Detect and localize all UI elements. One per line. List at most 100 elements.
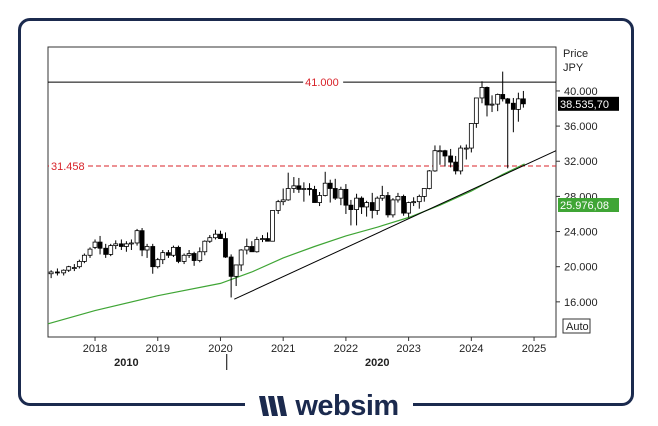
current-price-tag: 38.535,70 [560, 99, 609, 111]
x-tick-label: 2019 [146, 343, 170, 355]
moving-average-tag: 25.976,08 [560, 200, 609, 212]
candle-body [317, 195, 322, 203]
support-trendline [234, 150, 557, 300]
y-tick-label: 16.000 [564, 297, 598, 309]
candle-body [343, 188, 349, 206]
candle-body [260, 238, 265, 240]
candle-body [285, 188, 291, 201]
candle-body [468, 123, 474, 149]
auto-scale-button[interactable] [562, 318, 591, 334]
candle-body [374, 197, 380, 211]
candle-body [301, 188, 307, 190]
moving-average-line [47, 163, 525, 325]
candle-body [291, 185, 297, 189]
candle-body [129, 242, 134, 245]
candle-body [484, 87, 490, 106]
candle-body [76, 261, 82, 268]
brand-name: websim [295, 389, 399, 422]
candle-body [416, 195, 422, 203]
candle-body [139, 230, 145, 251]
candle-body [338, 188, 344, 199]
x-tick-label: 2024 [459, 343, 483, 355]
candle-body [463, 147, 469, 150]
candle-body [495, 94, 501, 105]
plot-area [47, 46, 557, 338]
candle-body [327, 182, 333, 189]
candle-body [249, 246, 255, 253]
axis-title-price: Price [563, 48, 588, 60]
candle-body [458, 147, 464, 172]
candle-body [322, 182, 328, 196]
candle-body [61, 269, 67, 274]
candle-body [103, 247, 109, 255]
candle-body [202, 240, 208, 253]
auto-scale-label[interactable]: Auto [566, 321, 589, 333]
candle-body [228, 256, 234, 277]
trendline-layer [234, 150, 557, 300]
candle-body [500, 94, 506, 100]
candle-body [348, 204, 354, 210]
hline-label: 31.458 [51, 161, 85, 173]
hline-label-bg [49, 160, 85, 173]
x-tick-label: 2021 [271, 343, 295, 355]
axis-title-currency: JPY [563, 62, 584, 74]
candle-body [479, 87, 485, 99]
x-tick-label: 2018 [83, 343, 107, 355]
candle-body [364, 202, 369, 208]
brand-logo: websim [245, 389, 413, 423]
x-decade-label: 2010 [114, 357, 138, 369]
y-tick-label: 40.000 [564, 86, 598, 98]
moving-average-layer [47, 163, 525, 325]
candle-body [406, 202, 412, 214]
candle-body [191, 253, 197, 261]
candle-body [155, 259, 161, 268]
candle-body [66, 266, 72, 271]
candle-body [437, 150, 443, 153]
candle-body [166, 252, 171, 256]
x-tick-label: 2025 [522, 343, 546, 355]
candle-body [92, 241, 98, 248]
candle-body [254, 239, 260, 253]
candle-body [218, 233, 223, 239]
candle-body [265, 238, 270, 242]
candle-body [244, 246, 250, 251]
candle-body [48, 271, 54, 275]
candle-body [113, 243, 119, 247]
candles-layer [48, 71, 526, 298]
candle-body [213, 233, 218, 239]
candle-body [401, 195, 407, 214]
candle-body [176, 246, 181, 262]
x-tick-label: 2023 [396, 343, 420, 355]
candle-body [197, 251, 203, 261]
candle-body [411, 201, 417, 204]
candle-body [207, 237, 213, 242]
candle-body [473, 97, 479, 124]
candle-body [520, 98, 526, 105]
candle-body [134, 230, 140, 244]
candle-body [421, 188, 427, 197]
candle-body [354, 197, 359, 210]
candle-body [108, 245, 114, 255]
candle-body [55, 271, 60, 274]
candle-body [359, 197, 364, 208]
y-tick-label: 32.000 [564, 156, 598, 168]
price-tags-layer: 38.535,70 25.976,08 [558, 96, 619, 212]
moving-average-tag-bg [558, 198, 619, 212]
candle-body [453, 161, 459, 172]
candle-body [223, 238, 228, 258]
axis-layer: 16.00020.00024.00028.00032.00036.00040.0… [83, 86, 598, 370]
candle-body [181, 254, 187, 262]
candle-body [87, 248, 93, 256]
candle-body [186, 253, 192, 256]
candle-body [233, 264, 239, 277]
candle-body [238, 249, 244, 266]
candle-body [505, 98, 511, 104]
candle-body [97, 241, 103, 249]
candle-body [332, 188, 338, 199]
candle-body [296, 185, 302, 190]
candle-body [369, 202, 375, 211]
y-tick-label: 36.000 [564, 121, 598, 133]
candle-body [312, 188, 317, 203]
candle-body [171, 246, 176, 256]
candle-body [280, 199, 286, 203]
